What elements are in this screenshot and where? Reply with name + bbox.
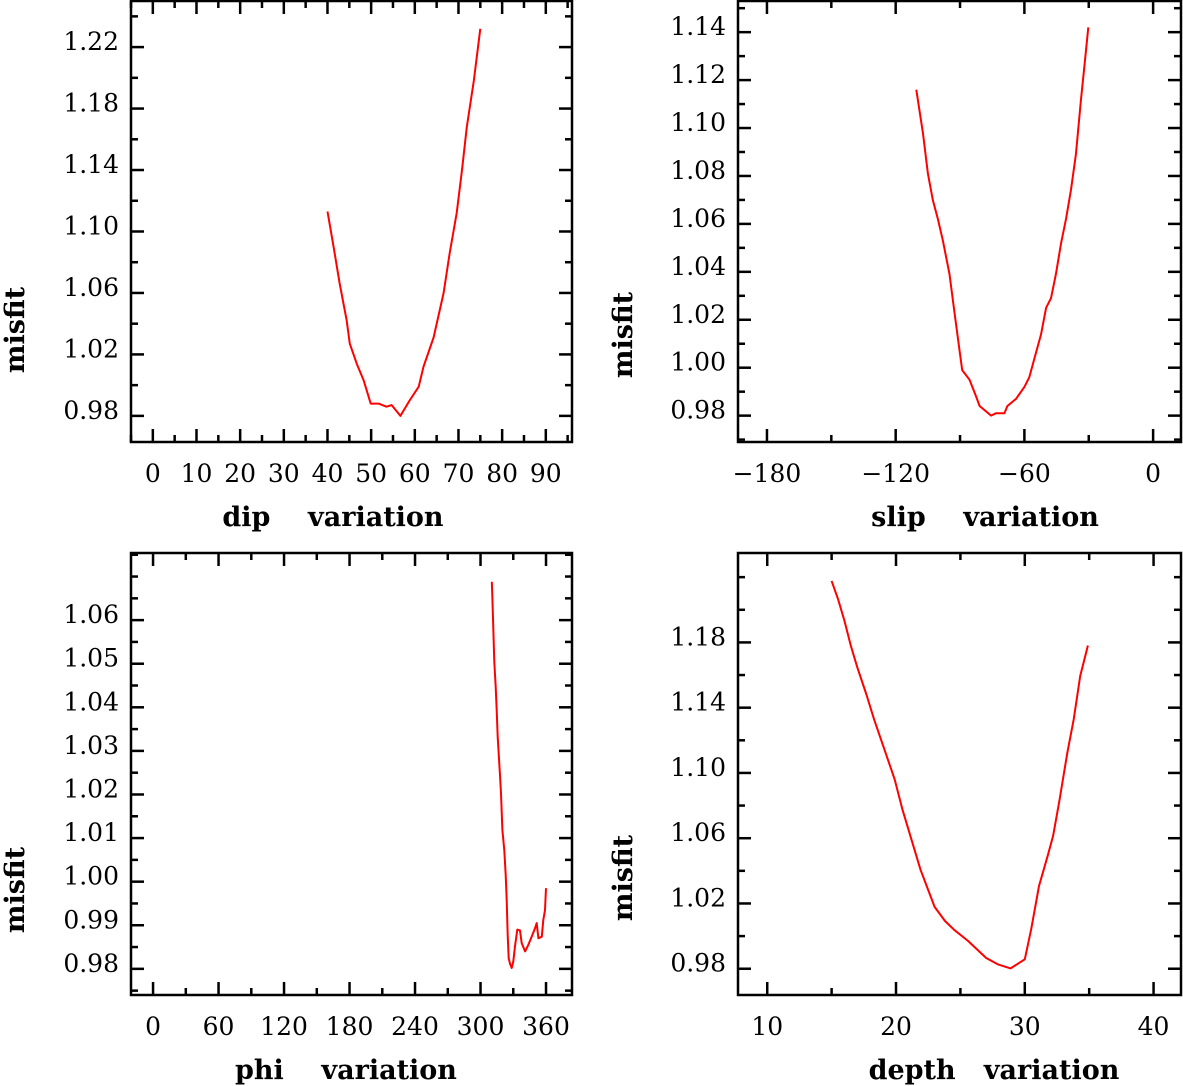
y-tick-label: 1.14 bbox=[63, 150, 119, 179]
y-axis-title: misfit bbox=[0, 286, 31, 373]
x-tick-label: 120 bbox=[260, 1012, 308, 1041]
plot-frame bbox=[736, 0, 1183, 444]
x-tick-label: 0 bbox=[145, 459, 161, 488]
y-tick-label: 0.98 bbox=[670, 949, 726, 978]
misfit-curve bbox=[326, 28, 482, 417]
y-tick-label: 0.99 bbox=[63, 905, 119, 934]
y-tick-label: 1.10 bbox=[670, 108, 726, 137]
x-tick-label: −180 bbox=[733, 459, 802, 488]
y-tick-label: 1.18 bbox=[63, 89, 119, 118]
y-tick-label: 1.01 bbox=[63, 818, 119, 847]
y-tick-label: 1.14 bbox=[670, 12, 726, 41]
x-tick-label: 20 bbox=[880, 1012, 912, 1041]
y-tick-label: 1.04 bbox=[63, 687, 119, 716]
x-tick-label: 80 bbox=[486, 459, 518, 488]
x-axis-title: slip variation bbox=[871, 502, 1099, 533]
misfit-curve bbox=[490, 581, 547, 969]
misfit-curve bbox=[915, 27, 1090, 417]
x-tick-label: 240 bbox=[391, 1012, 439, 1041]
subplot-2: −180 −120 −60 0 0.98 1.00 1.02 1.04 1.06 1.08 1.10… bbox=[608, 0, 1183, 533]
x-tick-label: 180 bbox=[326, 1012, 374, 1041]
y-axis-title: misfit bbox=[608, 291, 639, 378]
x-tick-label: 300 bbox=[457, 1012, 505, 1041]
y-tick-label: 1.02 bbox=[63, 774, 119, 803]
x-tick-label: 30 bbox=[268, 459, 300, 488]
x-tick-label: 10 bbox=[751, 1012, 783, 1041]
subplot-3: 0 60 120 180 240 300 360 0.98 0.99 1.00 1.01 1.02 1.… bbox=[0, 551, 574, 1086]
subplot-1: 0 10 20 30 40 50 60 70 80 90 0.98 1.02 1.06 1.10 1.14 1… bbox=[0, 0, 574, 533]
y-tick-label: 0.98 bbox=[63, 949, 119, 978]
y-tick-label: 1.06 bbox=[63, 600, 119, 629]
x-tick-label: 60 bbox=[399, 459, 431, 488]
x-tick-label: 0 bbox=[1145, 459, 1161, 488]
x-tick-label: −120 bbox=[861, 459, 930, 488]
y-tick-label: 1.02 bbox=[670, 883, 726, 912]
x-tick-label: 0 bbox=[145, 1012, 161, 1041]
y-axis-title: misfit bbox=[0, 846, 31, 933]
y-tick-label: 1.08 bbox=[670, 156, 726, 185]
x-axis-title: depth variation bbox=[869, 1055, 1120, 1086]
y-tick-label: 1.02 bbox=[670, 300, 726, 329]
plot-frame bbox=[736, 551, 1183, 997]
y-tick-label: 1.00 bbox=[670, 348, 726, 377]
y-tick-label: 0.98 bbox=[670, 396, 726, 425]
plot-frame bbox=[129, 551, 574, 997]
y-tick-label: 1.03 bbox=[63, 731, 119, 760]
x-tick-label: 10 bbox=[181, 459, 213, 488]
y-tick-label: 0.98 bbox=[63, 396, 119, 425]
x-tick-label: 30 bbox=[1009, 1012, 1041, 1041]
x-tick-label: 40 bbox=[312, 459, 344, 488]
y-axis-title: misfit bbox=[608, 834, 639, 921]
y-tick-label: 1.10 bbox=[63, 211, 119, 240]
x-tick-label: 20 bbox=[224, 459, 256, 488]
y-tick-label: 1.05 bbox=[63, 644, 119, 673]
x-tick-label: 60 bbox=[203, 1012, 235, 1041]
x-tick-label: 360 bbox=[522, 1012, 570, 1041]
x-axis-title: dip variation bbox=[222, 502, 444, 533]
x-tick-label: 90 bbox=[530, 459, 562, 488]
x-tick-label: 70 bbox=[443, 459, 475, 488]
y-tick-label: 1.12 bbox=[670, 60, 726, 89]
x-tick-label: −60 bbox=[998, 459, 1051, 488]
y-tick-label: 1.22 bbox=[63, 27, 119, 56]
y-tick-label: 1.10 bbox=[670, 753, 726, 782]
y-tick-label: 1.02 bbox=[63, 334, 119, 363]
subplot-4: 10 20 30 40 0.98 1.02 1.06 1.10 1.14 1.18 depth va… bbox=[608, 551, 1183, 1086]
y-tick-label: 1.18 bbox=[670, 622, 726, 651]
y-tick-label: 1.06 bbox=[670, 204, 726, 233]
y-tick-label: 1.00 bbox=[63, 862, 119, 891]
y-tick-label: 1.14 bbox=[670, 688, 726, 717]
x-tick-label: 50 bbox=[355, 459, 387, 488]
plot-frame bbox=[129, 0, 574, 444]
y-tick-label: 1.04 bbox=[670, 252, 726, 281]
x-axis-title: phi variation bbox=[235, 1055, 457, 1086]
x-tick-label: 40 bbox=[1138, 1012, 1170, 1041]
y-tick-label: 1.06 bbox=[63, 273, 119, 302]
y-tick-label: 1.06 bbox=[670, 818, 726, 847]
misfit-curve bbox=[830, 580, 1089, 970]
